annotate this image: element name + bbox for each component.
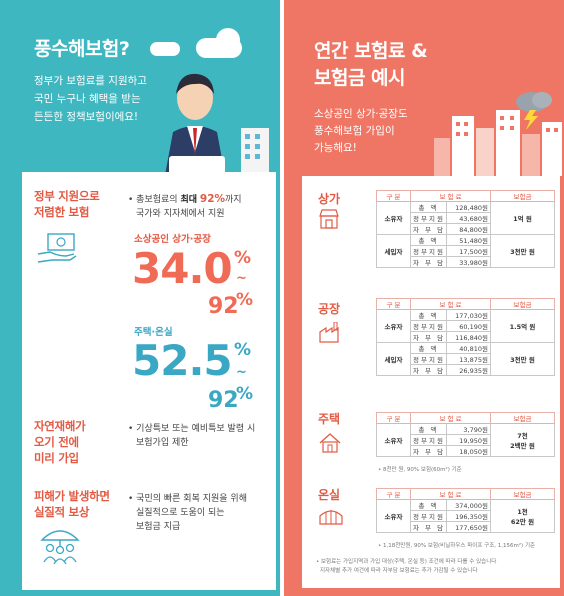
cloud-icon xyxy=(150,42,180,56)
greenhouse-icon xyxy=(319,510,343,525)
pre-disaster-title: 자연재해가 오기 전에 미리 가입 xyxy=(34,419,86,465)
umbrella-people-icon xyxy=(40,530,80,564)
category-factory: 공장 xyxy=(318,302,341,316)
house-note: • 8천만 원, 90% 보험(60m²) 기준 xyxy=(378,467,462,473)
greenhouse-note: • 1,18천만원, 90% 보험(비닐하우스 파이프 구조, 1,156m²)… xyxy=(378,543,536,549)
city-icon xyxy=(434,110,562,176)
store-icon xyxy=(319,209,339,229)
money-hand-icon xyxy=(37,233,77,263)
tilde: ~ xyxy=(236,365,247,380)
commercial-max-rate: 92 xyxy=(208,294,239,319)
businessman-icon xyxy=(165,73,269,175)
right-subtitle: 소상공인 상가·공장도 풍수해보험 가입이 가능해요! xyxy=(314,108,408,154)
housing-min-rate: 52.5 xyxy=(132,336,233,385)
housing-caption: 주택·온실 xyxy=(134,327,173,338)
left-panel: 풍수해보험? 정부가 보험료를 지원하고 국민 누구나 혜택을 받는 든든한 정… xyxy=(0,0,280,596)
recovery-title: 피해가 발생하면 실질적 보상 xyxy=(34,489,110,519)
support-desc: • 총보험료의 최대 92%까지 국가와 지자체에서 지원 xyxy=(128,193,242,219)
page-title-left: 풍수해보험? xyxy=(34,38,130,60)
category-house: 주택 xyxy=(318,412,341,426)
left-subtitle: 정부가 보험료를 지원하고 국민 누구나 혜택을 받는 든든한 정책보험이에요! xyxy=(34,75,147,123)
factory-icon xyxy=(319,322,339,343)
footnote-2: 지자체별 추가 여건에 따라 자부담 보험료는 추가 가감될 수 있습니다 xyxy=(320,568,478,574)
commercial-caption: 소상공인 상가·공장 xyxy=(134,234,211,245)
commercial-min-rate: 34.0 xyxy=(132,244,233,293)
left-info-card: 정부 지원으로 저렴한 보험 • 총보험료의 최대 92%까지 국가와 지자체에… xyxy=(22,172,276,590)
housing-max-rate: 92 xyxy=(208,388,239,413)
pct-sign: % xyxy=(234,340,252,360)
recovery-desc: • 국민의 빠른 회복 지원을 위해 실질적으로 도움이 되는 보험금 지급 xyxy=(128,494,247,532)
footnote-1: • 보험료는 가입지역과 가입 대상(주택, 온실 등) 조건에 따라 다를 수… xyxy=(316,559,497,565)
house-icon xyxy=(319,433,341,453)
pct-sign: % xyxy=(234,248,252,268)
pre-disaster-desc: • 기상특보 또는 예비특보 발령 시 보험가입 제한 xyxy=(128,424,256,448)
pct-sign: % xyxy=(236,290,254,310)
category-greenhouse: 온실 xyxy=(318,488,341,502)
pct-sign: % xyxy=(236,384,254,404)
category-store: 상가 xyxy=(318,192,341,206)
support-title: 정부 지원으로 저렴한 보험 xyxy=(34,189,100,219)
lightning-cloud-icon xyxy=(516,92,552,130)
cloud-icon xyxy=(216,28,240,52)
page-title-right: 연간 보험료 & 보험금 예시 xyxy=(314,40,428,89)
tilde: ~ xyxy=(236,271,247,286)
